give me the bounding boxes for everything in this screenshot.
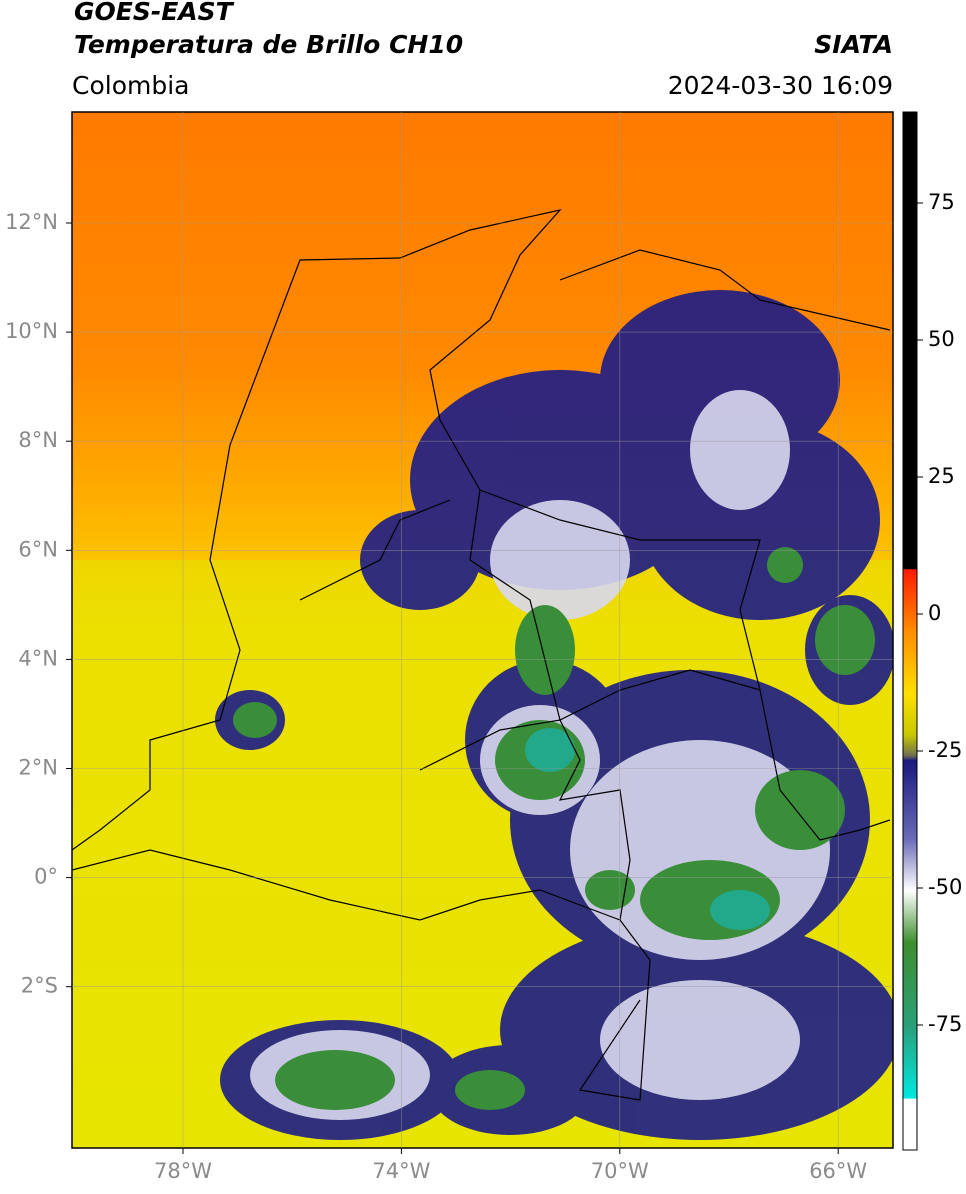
lat-tick-label: 2°N [18,756,58,780]
lat-tick-label: 2°S [21,974,58,998]
lat-tick-label: 6°N [18,537,58,561]
lat-tick-label: 0° [34,865,58,889]
title: GOES-EAST [74,0,235,26]
datetime: 2024-03-30 16:09 [668,71,893,100]
lon-tick-label: 66°W [809,1159,867,1183]
colorbar-tick-label: 25 [928,464,955,488]
lat-tick-label: 12°N [5,210,58,234]
lon-tick-label: 74°W [372,1159,430,1183]
lat-tick-label: 10°N [5,319,58,343]
map-image [72,112,893,1148]
colorbar-ticks [917,202,923,1026]
colorbar-tick-label: 0 [928,601,941,625]
borders [72,209,891,1101]
colorbar-tick-label: -25 [928,738,962,762]
colorbar-tick-label: 75 [928,190,955,214]
subtitle: Temperatura de Brillo CH10 [74,30,463,59]
lat-tick-label: 8°N [18,428,58,452]
map-frame [71,111,894,1149]
lon-tick-label: 70°W [591,1159,649,1183]
colorbar-tick-label: -50 [928,875,962,899]
graticule [66,112,893,1154]
agency: SIATA [814,30,893,59]
colorbar-tick-label: 50 [928,327,955,351]
colorbar-tick-label: -75 [928,1012,962,1036]
colorbar [902,111,918,1151]
region: Colombia [72,71,189,100]
lon-tick-label: 78°W [154,1159,212,1183]
lat-tick-label: 4°N [18,646,58,670]
cloud-teal [525,728,770,930]
